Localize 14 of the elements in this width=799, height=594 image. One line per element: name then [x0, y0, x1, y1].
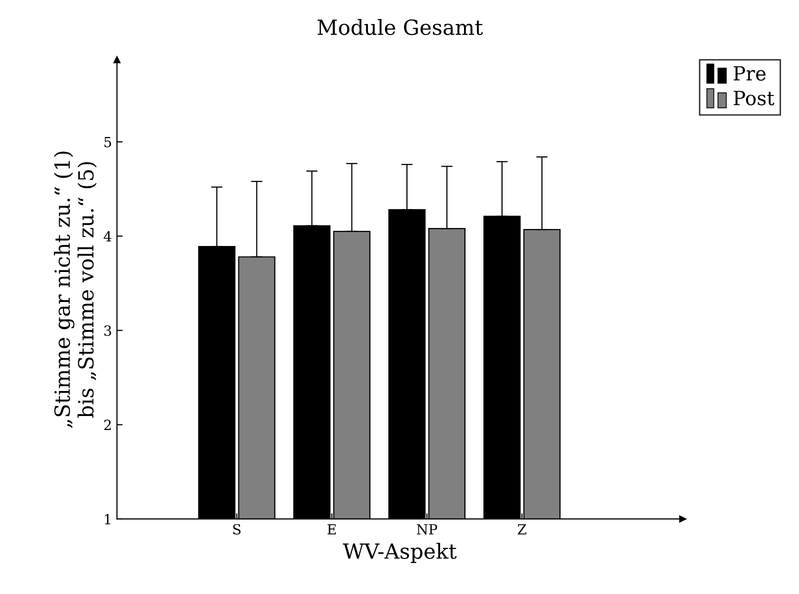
x-axis-title: WV-Aspekt: [342, 542, 457, 563]
legend-label: Post: [734, 90, 774, 106]
x-tick-label: Z: [518, 524, 526, 534]
y-tick-label: 4: [104, 231, 112, 242]
x-tick-label: E: [328, 524, 336, 534]
y-tick-label: 3: [104, 325, 112, 336]
x-tick-label: NP: [416, 524, 438, 535]
y-axis-title: „Stimme gar nicht zu.“ (1) bis „Stimme voll zu.“ (5): [54, 152, 97, 428]
legend-label: Pre: [734, 66, 766, 81]
y-tick-label: 2: [104, 420, 111, 430]
chart-title: Module Gesamt: [318, 18, 483, 36]
y-tick-label: 1: [104, 514, 110, 524]
y-tick-label: 5: [104, 136, 112, 148]
x-tick-label: S: [233, 524, 241, 535]
